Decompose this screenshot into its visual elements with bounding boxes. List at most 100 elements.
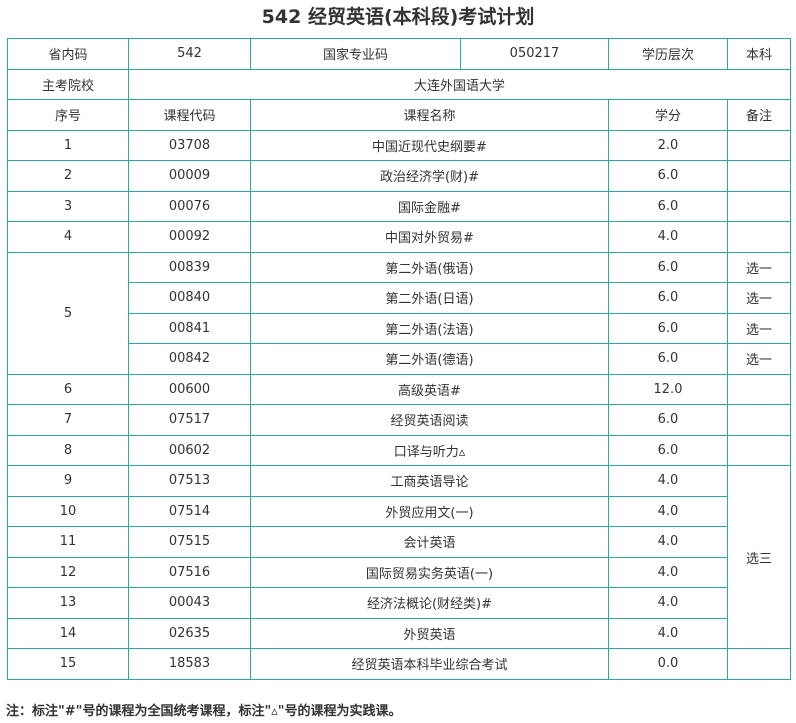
name-cell: 外贸英语	[250, 617, 609, 649]
name-cell: 会计英语	[250, 526, 609, 558]
header-remark: 备注	[727, 99, 791, 131]
code-cell: 18583	[128, 648, 251, 680]
credit-cell: 6.0	[608, 343, 728, 375]
seq-cell: 9	[7, 465, 129, 497]
code-cell: 07517	[128, 404, 251, 436]
name-cell: 中国对外贸易#	[250, 221, 609, 253]
seq-cell: 3	[7, 190, 129, 222]
name-cell: 口译与听力▵	[250, 434, 609, 466]
remark-cell: 选一	[727, 282, 791, 314]
code-cell: 00600	[128, 373, 251, 405]
header-seq: 序号	[7, 99, 129, 131]
name-cell: 第二外语(德语)	[250, 343, 609, 375]
code-cell: 00841	[128, 312, 251, 344]
seq-cell: 6	[7, 373, 129, 405]
name-cell: 高级英语#	[250, 373, 609, 405]
exam-plan-table: 省内码 542 国家专业码 050217 学历层次 本科 主考院校 大连外国语大…	[7, 38, 791, 680]
school: 大连外国语大学	[128, 68, 791, 100]
code-cell: 00602	[128, 434, 251, 466]
name-cell: 经济法概论(财经类)#	[250, 587, 609, 619]
credit-cell: 4.0	[608, 617, 728, 649]
code-cell: 00839	[128, 251, 251, 283]
page-title: 542 经贸英语(本科段)考试计划	[261, 6, 535, 28]
table-row: 3 00076 国际金融# 6.0	[7, 190, 791, 222]
header-credit: 学分	[608, 99, 728, 131]
credit-cell: 0.0	[608, 648, 728, 680]
credit-cell: 4.0	[608, 587, 728, 619]
table-row: 9 07513 工商英语导论 4.0 选三	[7, 465, 791, 649]
name-cell: 国际贸易实务英语(一)	[250, 556, 609, 588]
remark-cell: 选一	[727, 251, 791, 283]
table-row: 8 00602 口译与听力▵ 6.0	[7, 434, 791, 466]
code-cell: 07515	[128, 526, 251, 558]
header-name: 课程名称	[250, 99, 609, 131]
table-row: 4 00092 中国对外贸易# 4.0	[7, 221, 791, 253]
seq-cell: 5	[7, 251, 129, 375]
remark-cell	[727, 190, 791, 222]
school-row: 主考院校 大连外国语大学	[7, 68, 791, 100]
remark-cell: 选三	[727, 465, 791, 649]
remark-cell	[727, 129, 791, 161]
table-row: 00841 第二外语(法语) 6.0 选一	[8, 312, 791, 344]
table-row: 00840 第二外语(日语) 6.0 选一	[8, 282, 791, 314]
name-cell: 政治经济学(财)#	[250, 160, 609, 192]
name-cell: 经贸英语阅读	[250, 404, 609, 436]
table-row: 12 07516 国际贸易实务英语(一) 4.0	[7, 556, 791, 588]
national-code-label: 国家专业码	[250, 38, 461, 70]
table-row: 15 18583 经贸英语本科毕业综合考试 0.0	[7, 648, 791, 680]
table-row: 10 07514 外贸应用文(一) 4.0	[7, 495, 791, 527]
credit-cell: 12.0	[608, 373, 728, 405]
name-cell: 第二外语(法语)	[250, 312, 609, 344]
info-row: 省内码 542 国家专业码 050217 学历层次 本科	[7, 38, 791, 70]
remark-cell	[727, 648, 791, 680]
name-cell: 第二外语(俄语)	[250, 251, 609, 283]
seq-cell: 12	[7, 556, 129, 588]
code-cell: 00043	[128, 587, 251, 619]
credit-cell: 4.0	[608, 495, 728, 527]
credit-cell: 4.0	[608, 221, 728, 253]
code-cell: 00840	[128, 282, 251, 314]
seq-cell: 13	[7, 587, 129, 619]
code-cell: 00842	[128, 343, 251, 375]
remark-cell	[727, 434, 791, 466]
seq-cell: 2	[7, 160, 129, 192]
code-cell: 00092	[128, 221, 251, 253]
table-row: 13 00043 经济法概论(财经类)# 4.0	[7, 587, 791, 619]
remark-cell	[727, 221, 791, 253]
table-row: 5 00839 第二外语(俄语) 6.0 选一	[7, 251, 791, 375]
code-cell: 02635	[128, 617, 251, 649]
national-code: 050217	[460, 38, 609, 70]
remark-cell	[727, 160, 791, 192]
name-cell: 经贸英语本科毕业综合考试	[250, 648, 609, 680]
level-label: 学历层次	[608, 38, 728, 70]
credit-cell: 6.0	[608, 251, 728, 283]
name-cell: 第二外语(日语)	[250, 282, 609, 314]
remark-cell: 选一	[727, 312, 791, 344]
name-cell: 中国近现代史纲要#	[250, 129, 609, 161]
credit-cell: 4.0	[608, 465, 728, 497]
code-cell: 07513	[128, 465, 251, 497]
remark-cell: 选一	[727, 343, 791, 375]
table-row: 11 07515 会计英语 4.0	[7, 526, 791, 558]
name-cell: 外贸应用文(一)	[250, 495, 609, 527]
seq-cell: 1	[7, 129, 129, 161]
credit-cell: 6.0	[608, 282, 728, 314]
seq-cell: 14	[7, 617, 129, 649]
seq-cell: 4	[7, 221, 129, 253]
seq-cell: 10	[7, 495, 129, 527]
header-row: 序号 课程代码 课程名称 学分 备注	[7, 99, 791, 131]
credit-cell: 2.0	[608, 129, 728, 161]
credit-cell: 6.0	[608, 190, 728, 222]
school-label: 主考院校	[7, 68, 129, 100]
code-cell: 07516	[128, 556, 251, 588]
name-cell: 工商英语导论	[250, 465, 609, 497]
credit-cell: 4.0	[608, 556, 728, 588]
table-row: 00842 第二外语(德语) 6.0 选一	[8, 343, 791, 375]
province-code: 542	[128, 38, 251, 70]
remark-cell	[727, 373, 791, 405]
seq-cell: 15	[7, 648, 129, 680]
credit-cell: 6.0	[608, 404, 728, 436]
table-row: 1 03708 中国近现代史纲要# 2.0	[7, 129, 791, 161]
level: 本科	[727, 38, 791, 70]
seq-cell: 7	[7, 404, 129, 436]
